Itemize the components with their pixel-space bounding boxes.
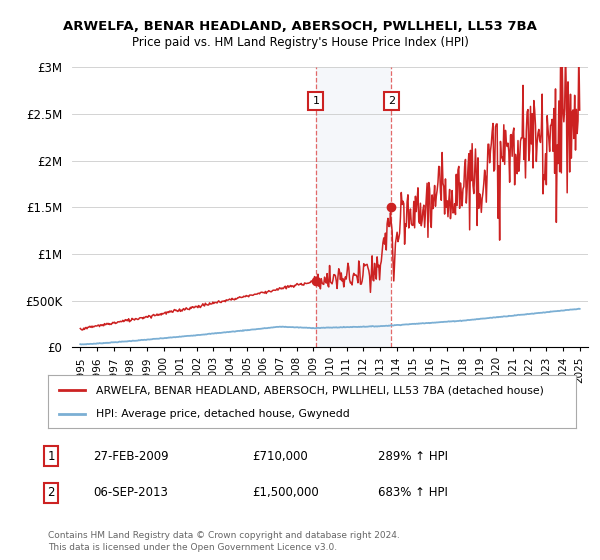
Text: £710,000: £710,000 xyxy=(252,450,308,463)
Text: HPI: Average price, detached house, Gwynedd: HPI: Average price, detached house, Gwyn… xyxy=(95,408,349,418)
Text: 1: 1 xyxy=(47,450,55,463)
Text: 2: 2 xyxy=(388,96,395,106)
Text: 06-SEP-2013: 06-SEP-2013 xyxy=(93,486,168,500)
Bar xyxy=(316,67,391,347)
Text: 1: 1 xyxy=(313,96,319,106)
Text: 683% ↑ HPI: 683% ↑ HPI xyxy=(378,486,448,500)
Text: 27-FEB-2009: 27-FEB-2009 xyxy=(93,450,169,463)
Text: £1,500,000: £1,500,000 xyxy=(252,486,319,500)
Text: ARWELFA, BENAR HEADLAND, ABERSOCH, PWLLHELI, LL53 7BA (detached house): ARWELFA, BENAR HEADLAND, ABERSOCH, PWLLH… xyxy=(95,385,544,395)
Text: ARWELFA, BENAR HEADLAND, ABERSOCH, PWLLHELI, LL53 7BA: ARWELFA, BENAR HEADLAND, ABERSOCH, PWLLH… xyxy=(63,20,537,32)
Text: Price paid vs. HM Land Registry's House Price Index (HPI): Price paid vs. HM Land Registry's House … xyxy=(131,36,469,49)
Text: Contains HM Land Registry data © Crown copyright and database right 2024.
This d: Contains HM Land Registry data © Crown c… xyxy=(48,531,400,552)
Text: 2: 2 xyxy=(47,486,55,500)
Text: 289% ↑ HPI: 289% ↑ HPI xyxy=(378,450,448,463)
